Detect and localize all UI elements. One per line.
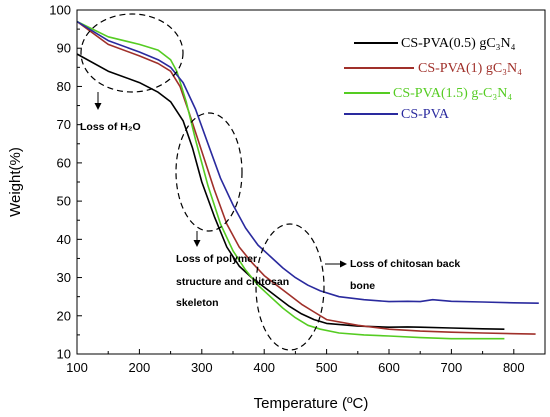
legend-label-0: CS-PVA(0.5) gC₃N₄ bbox=[401, 36, 516, 51]
y-tick-label: 50 bbox=[57, 194, 71, 209]
annotation-polymer-line2: structure and chitosan bbox=[176, 276, 289, 288]
plot-frame bbox=[76, 9, 546, 355]
polymer-arrow bbox=[193, 231, 201, 247]
y-tick-label: 20 bbox=[57, 308, 71, 323]
x-tick-label: 700 bbox=[441, 360, 463, 375]
y-tick-label: 90 bbox=[57, 41, 71, 56]
legend-label-1: CS-PVA(1) gC₃N₄ bbox=[418, 61, 522, 76]
h2o-region-ellipse bbox=[80, 13, 184, 93]
annotation-backbone-line1: Loss of chitosan back bbox=[350, 258, 460, 270]
y-axis-title: Weight(%) bbox=[7, 147, 24, 217]
x-tick-label: 500 bbox=[316, 360, 338, 375]
x-tick-label: 600 bbox=[378, 360, 400, 375]
annotation-backbone-line2: bone bbox=[350, 280, 375, 292]
x-tick-label: 400 bbox=[253, 360, 275, 375]
legend-label-2: CS-PVA(1.5) g-C₃N₄ bbox=[393, 86, 512, 101]
annotation-polymer-line3: skeleton bbox=[176, 297, 219, 309]
backbone-region-ellipse bbox=[255, 223, 325, 351]
backbone-arrow bbox=[325, 260, 347, 268]
y-tick-label: 70 bbox=[57, 117, 71, 132]
series-line-1 bbox=[76, 20, 536, 335]
legend-label-3: CS-PVA bbox=[401, 107, 450, 122]
x-tick-label: 300 bbox=[191, 360, 213, 375]
y-tick-label: 40 bbox=[57, 232, 71, 247]
series-line-0 bbox=[76, 53, 505, 330]
series-line-3 bbox=[76, 20, 539, 304]
h2o-arrow bbox=[94, 92, 102, 110]
x-tick-label: 200 bbox=[129, 360, 151, 375]
polymer-region-ellipse bbox=[175, 112, 243, 232]
annotation-polymer-line1: Loss of polymer bbox=[176, 253, 257, 265]
x-tick-label: 100 bbox=[66, 360, 88, 375]
x-tick-label: 800 bbox=[503, 360, 525, 375]
y-tick-label: 60 bbox=[57, 155, 71, 170]
x-axis-title: Temperature (ºC) bbox=[254, 395, 369, 412]
y-tick-label: 10 bbox=[57, 347, 71, 362]
y-tick-label: 80 bbox=[57, 79, 71, 94]
series-layer bbox=[76, 20, 539, 340]
series-line-2 bbox=[76, 20, 505, 340]
y-tick-label: 30 bbox=[57, 270, 71, 285]
y-tick-label: 100 bbox=[49, 3, 71, 18]
legend: CS-PVA(0.5) gC₃N₄ CS-PVA(1) gC₃N₄ CS-PVA(1… bbox=[344, 36, 522, 122]
annotation-h2o: Loss of H₂O bbox=[80, 121, 141, 133]
